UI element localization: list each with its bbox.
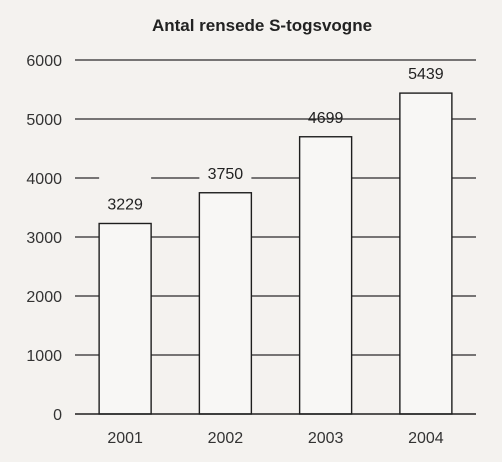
bar-value-label: 4699 <box>308 110 344 127</box>
y-tick-label: 4000 <box>26 171 62 188</box>
bar-value-label: 5439 <box>408 66 444 83</box>
bar <box>399 92 453 415</box>
y-tick-label: 1000 <box>26 348 62 365</box>
bar-value-label: 3750 <box>208 166 244 183</box>
bars <box>98 92 453 415</box>
y-tick-label: 2000 <box>26 289 62 306</box>
y-tick-label: 0 <box>53 407 62 424</box>
y-axis-tick-labels: 0 1000 2000 3000 4000 5000 6000 <box>26 53 62 424</box>
x-tick-label: 2002 <box>208 430 244 447</box>
value-labels: 3229 3750 4699 5439 <box>107 66 443 213</box>
x-tick-label: 2004 <box>408 430 444 447</box>
x-axis-tick-labels: 2001 2002 2003 2004 <box>107 430 443 447</box>
x-tick-label: 2001 <box>107 430 143 447</box>
bar <box>98 222 152 415</box>
y-tick-label: 6000 <box>26 53 62 70</box>
bar <box>298 136 353 415</box>
y-tick-label: 3000 <box>26 230 62 247</box>
chart-title: Antal rensede S-togsvogne <box>152 16 372 35</box>
x-tick-label: 2003 <box>308 430 344 447</box>
bar-value-label: 3229 <box>107 196 143 213</box>
y-tick-label: 5000 <box>26 112 62 129</box>
bar <box>198 192 253 415</box>
